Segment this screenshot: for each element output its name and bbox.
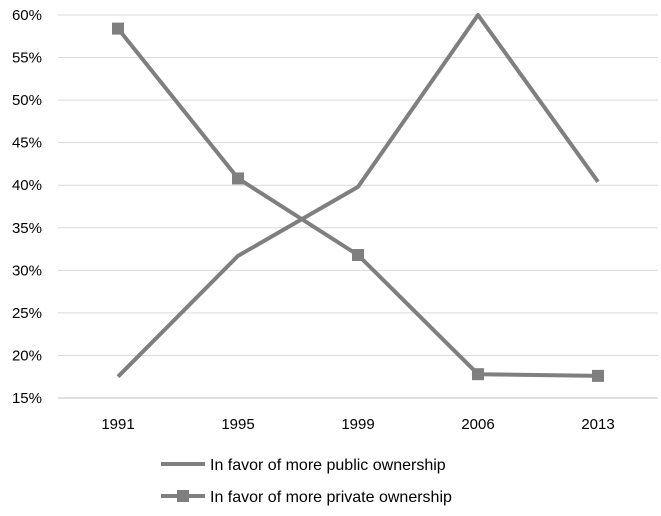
y-tick-label: 35% (12, 220, 42, 237)
data-point-marker (352, 249, 364, 262)
y-tick-label: 55% (12, 50, 42, 67)
data-point-marker (232, 172, 244, 185)
legend-marker (177, 490, 189, 502)
y-axis-ticks: 15% 20% 25% 30% 35% 40% 45% 50% 55% 60% (12, 7, 42, 407)
y-tick-label: 20% (12, 347, 42, 364)
y-tick-label: 40% (12, 177, 42, 194)
y-tick-label: 15% (12, 390, 42, 407)
grid (58, 14, 658, 399)
x-tick-label: 2006 (461, 416, 494, 433)
legend-label: In favor of more public ownership (210, 457, 446, 474)
x-tick-label: 1995 (221, 416, 254, 433)
legend: In favor of more public ownership In favo… (161, 457, 452, 506)
x-tick-label: 1991 (101, 416, 134, 433)
series-lines (112, 13, 604, 382)
x-tick-label: 1999 (341, 416, 374, 433)
legend-item-1: In favor of more public ownership (161, 457, 446, 474)
data-point-marker (112, 22, 124, 35)
x-axis-ticks: 1991 1995 1999 2006 2013 (101, 416, 614, 433)
data-point-marker (592, 369, 604, 382)
y-tick-label: 50% (12, 92, 42, 109)
legend-label: In favor of more private ownership (210, 489, 452, 506)
legend-item-2: In favor of more private ownership (161, 489, 452, 506)
y-tick-label: 60% (12, 7, 42, 24)
y-tick-label: 25% (12, 305, 42, 322)
y-tick-label: 30% (12, 262, 42, 279)
data-point-marker (472, 368, 484, 381)
series-line-1 (116, 13, 600, 379)
y-tick-label: 45% (12, 135, 42, 152)
x-tick-label: 2013 (581, 416, 614, 433)
